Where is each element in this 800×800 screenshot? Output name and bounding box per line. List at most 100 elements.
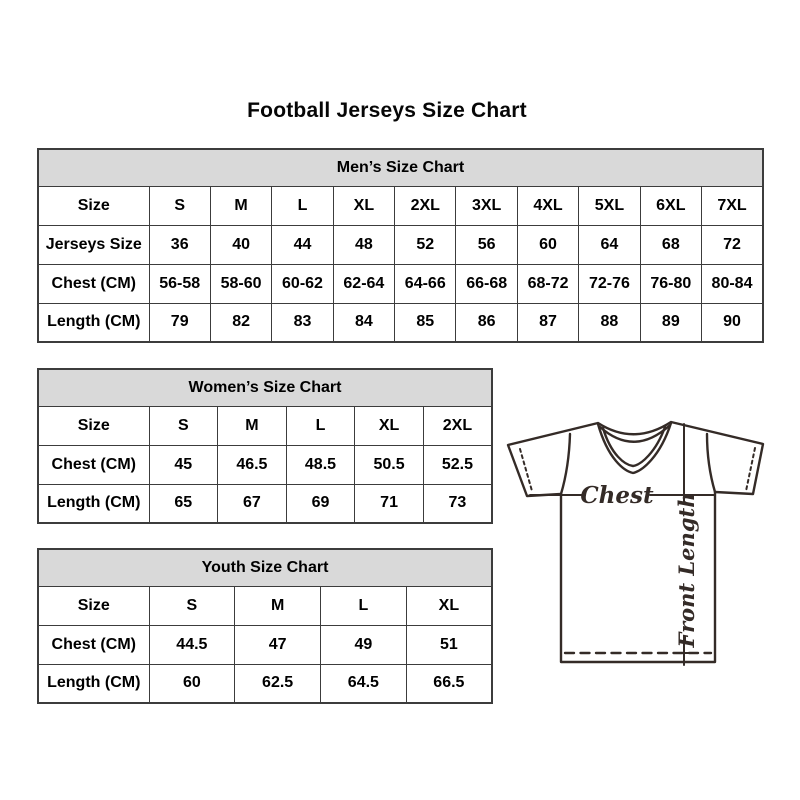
- cell: 47: [234, 624, 321, 665]
- cell: 45: [148, 444, 219, 485]
- cell: 56-58: [148, 263, 211, 304]
- cell: 56: [455, 224, 518, 265]
- row-label: Size: [37, 185, 150, 226]
- cell: S: [148, 185, 211, 226]
- table-row: Chest (CM) 56-58 58-60 60-62 62-64 64-66…: [37, 263, 764, 304]
- cell: 64: [578, 224, 641, 265]
- cell: 82: [209, 302, 273, 343]
- table-row: Length (CM) 60 62.5 64.5 66.5: [37, 663, 493, 704]
- cell: 72-76: [578, 263, 641, 304]
- cell: 50.5: [354, 444, 424, 485]
- cell: S: [148, 585, 236, 626]
- table-row: Size S M L XL: [37, 585, 493, 626]
- cell: 60: [516, 224, 580, 265]
- right-armhole-seam: [705, 432, 717, 494]
- table-row: Length (CM) 79 82 83 84 85 86 87 88 89 9…: [37, 302, 764, 343]
- cell: 51: [405, 624, 493, 665]
- front-length-measure-line: [676, 423, 693, 666]
- table-row: Chest (CM) 44.5 47 49 51: [37, 624, 493, 665]
- cell: 49: [320, 624, 407, 665]
- cell: 83: [271, 302, 334, 343]
- cell: 62-64: [332, 263, 396, 304]
- cell: 48.5: [285, 444, 356, 485]
- cell: 71: [354, 483, 424, 524]
- cell: 62.5: [234, 663, 321, 704]
- cell: 2XL: [422, 405, 493, 446]
- cell: L: [320, 585, 407, 626]
- cell: 80-84: [701, 263, 764, 304]
- row-label: Size: [37, 405, 150, 446]
- page-title: Football Jerseys Size Chart: [247, 99, 527, 122]
- cell: 6XL: [639, 185, 703, 226]
- cell: 2XL: [394, 185, 457, 226]
- cell: 72: [701, 224, 764, 265]
- mens-table-title: Men’s Size Chart: [37, 148, 764, 187]
- mens-size-table: Men’s Size Chart Size S M L XL 2XL 3XL 4…: [37, 148, 764, 343]
- cell: 76-80: [639, 263, 703, 304]
- cell: 86: [455, 302, 518, 343]
- row-label: Chest (CM): [37, 444, 150, 485]
- youth-table-title: Youth Size Chart: [37, 548, 493, 587]
- cell: XL: [354, 405, 424, 446]
- cell: 88: [578, 302, 641, 343]
- table-header-row: Men’s Size Chart: [37, 148, 764, 187]
- cell: 69: [285, 483, 356, 524]
- row-label: Length (CM): [37, 663, 150, 704]
- row-label: Jerseys Size: [37, 224, 150, 265]
- cell: 36: [148, 224, 211, 265]
- cell: 87: [516, 302, 580, 343]
- table-header-row: Women’s Size Chart: [37, 368, 493, 407]
- front-length-label: Front Length: [674, 493, 699, 649]
- cell: 89: [639, 302, 703, 343]
- cell: 40: [209, 224, 273, 265]
- cell: 44.5: [148, 624, 236, 665]
- table-header-row: Youth Size Chart: [37, 548, 493, 587]
- chest-label: Chest: [580, 482, 654, 509]
- cell: 5XL: [578, 185, 641, 226]
- table-row: Chest (CM) 45 46.5 48.5 50.5 52.5: [37, 444, 493, 485]
- cell: 64.5: [320, 663, 407, 704]
- row-label: Size: [37, 585, 150, 626]
- table-row: Jerseys Size 36 40 44 48 52 56 60 64 68 …: [37, 224, 764, 265]
- cell: 60-62: [271, 263, 334, 304]
- cell: L: [271, 185, 334, 226]
- cell: 4XL: [516, 185, 580, 226]
- table-row: Size S M L XL 2XL 3XL 4XL 5XL 6XL 7XL: [37, 185, 764, 226]
- cell: 65: [148, 483, 219, 524]
- cell: 68: [639, 224, 703, 265]
- cell: S: [148, 405, 219, 446]
- table-row: Size S M L XL 2XL: [37, 405, 493, 446]
- cell: 60: [148, 663, 236, 704]
- cell: 52: [394, 224, 457, 265]
- left-armhole-seam: [559, 432, 572, 496]
- cell: 73: [422, 483, 493, 524]
- youth-size-table: Youth Size Chart Size S M L XL Chest (CM…: [37, 548, 493, 704]
- cell: 79: [148, 302, 211, 343]
- cell: 90: [701, 302, 764, 343]
- right-cuff-stitch-line: [745, 447, 756, 492]
- cell: 52.5: [422, 444, 493, 485]
- cell: 68-72: [516, 263, 580, 304]
- cell: 44: [271, 224, 334, 265]
- cell: XL: [332, 185, 396, 226]
- row-label: Chest (CM): [37, 263, 150, 304]
- cell: 66.5: [405, 663, 493, 704]
- cell: 58-60: [209, 263, 273, 304]
- cell: 3XL: [455, 185, 518, 226]
- cell: 84: [332, 302, 396, 343]
- cell: M: [217, 405, 287, 446]
- table-row: Length (CM) 65 67 69 71 73: [37, 483, 493, 524]
- cell: M: [209, 185, 273, 226]
- cell: 48: [332, 224, 396, 265]
- cell: L: [285, 405, 356, 446]
- jersey-outline: [506, 420, 765, 664]
- cell: 67: [217, 483, 287, 524]
- row-label: Length (CM): [37, 302, 150, 343]
- row-label: Length (CM): [37, 483, 150, 524]
- collar-inner-v: [601, 425, 667, 468]
- cell: 7XL: [701, 185, 764, 226]
- womens-table-title: Women’s Size Chart: [37, 368, 493, 407]
- jersey-measurement-diagram: Chest Front Length: [506, 420, 765, 666]
- cell: 85: [394, 302, 457, 343]
